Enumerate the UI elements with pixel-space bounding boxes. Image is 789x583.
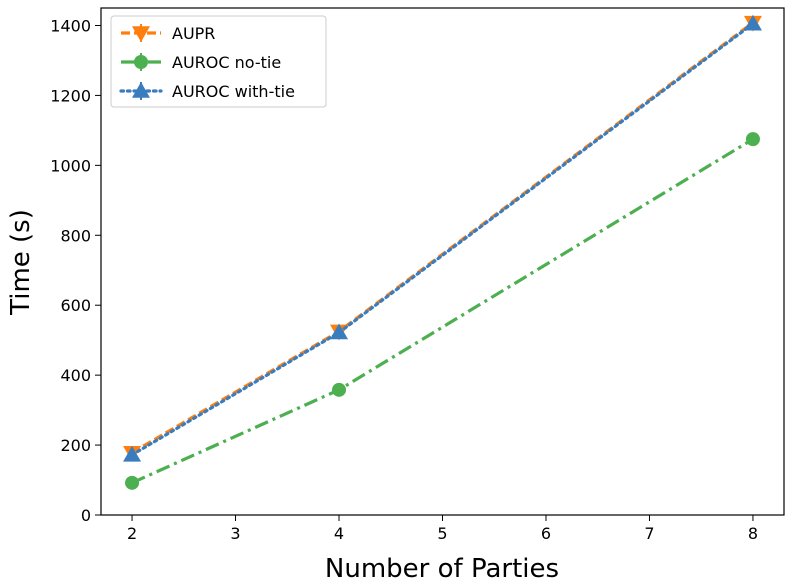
series-layer [123,14,762,490]
x-tick-label: 2 [127,524,137,543]
x-tick-label: 8 [748,524,758,543]
x-axis-title: Number of Parties [325,554,559,583]
x-tick-label: 5 [437,524,447,543]
y-tick-label: 1400 [50,16,91,35]
legend-label: AUROC no-tie [172,53,281,72]
y-tick-label: 800 [60,226,91,245]
x-axis-ticks: 2 3 4 5 6 7 8 [127,515,758,543]
data-point [745,132,760,147]
y-tick-label: 400 [60,366,91,385]
y-axis-ticks: 0 200 400 600 800 1000 1200 1400 [50,16,101,525]
series-line [131,137,754,485]
y-tick-label: 0 [81,506,91,525]
x-tick-label: 4 [334,524,344,543]
y-tick-label: 1200 [50,86,91,105]
data-point [332,382,347,397]
x-tick-label: 6 [541,524,551,543]
legend: AUPR AUROC no-tie AUROC with-tie [110,15,327,108]
series-1 [125,132,760,490]
x-tick-label: 7 [644,524,654,543]
legend-marker [132,82,150,98]
legend-box [110,15,327,108]
y-axis-title: Time (s) [6,209,36,316]
data-point [330,323,349,340]
legend-label: AUPR [172,24,215,43]
legend-label: AUROC with-tie [172,82,295,101]
y-tick-label: 1000 [50,156,91,175]
y-tick-label: 600 [60,296,91,315]
data-point [743,14,762,31]
legend-marker [132,26,150,42]
data-point [125,475,140,490]
x-tick-label: 3 [230,524,240,543]
series-2 [123,14,762,462]
legend-marker [134,55,148,69]
y-tick-label: 200 [60,436,91,455]
data-point [123,445,142,462]
